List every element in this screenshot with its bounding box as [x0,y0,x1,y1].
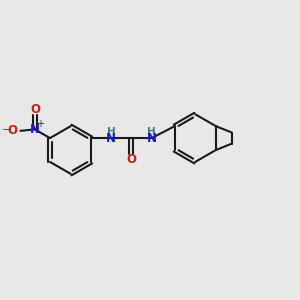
Text: +: + [36,119,44,129]
Text: H: H [106,127,116,137]
Text: O: O [7,124,17,137]
Text: N: N [147,132,157,145]
Text: N: N [106,132,116,145]
Text: H: H [147,127,156,137]
Text: O: O [30,103,40,116]
Text: O: O [126,153,136,166]
Text: −: − [2,125,11,135]
Text: N: N [30,123,40,136]
